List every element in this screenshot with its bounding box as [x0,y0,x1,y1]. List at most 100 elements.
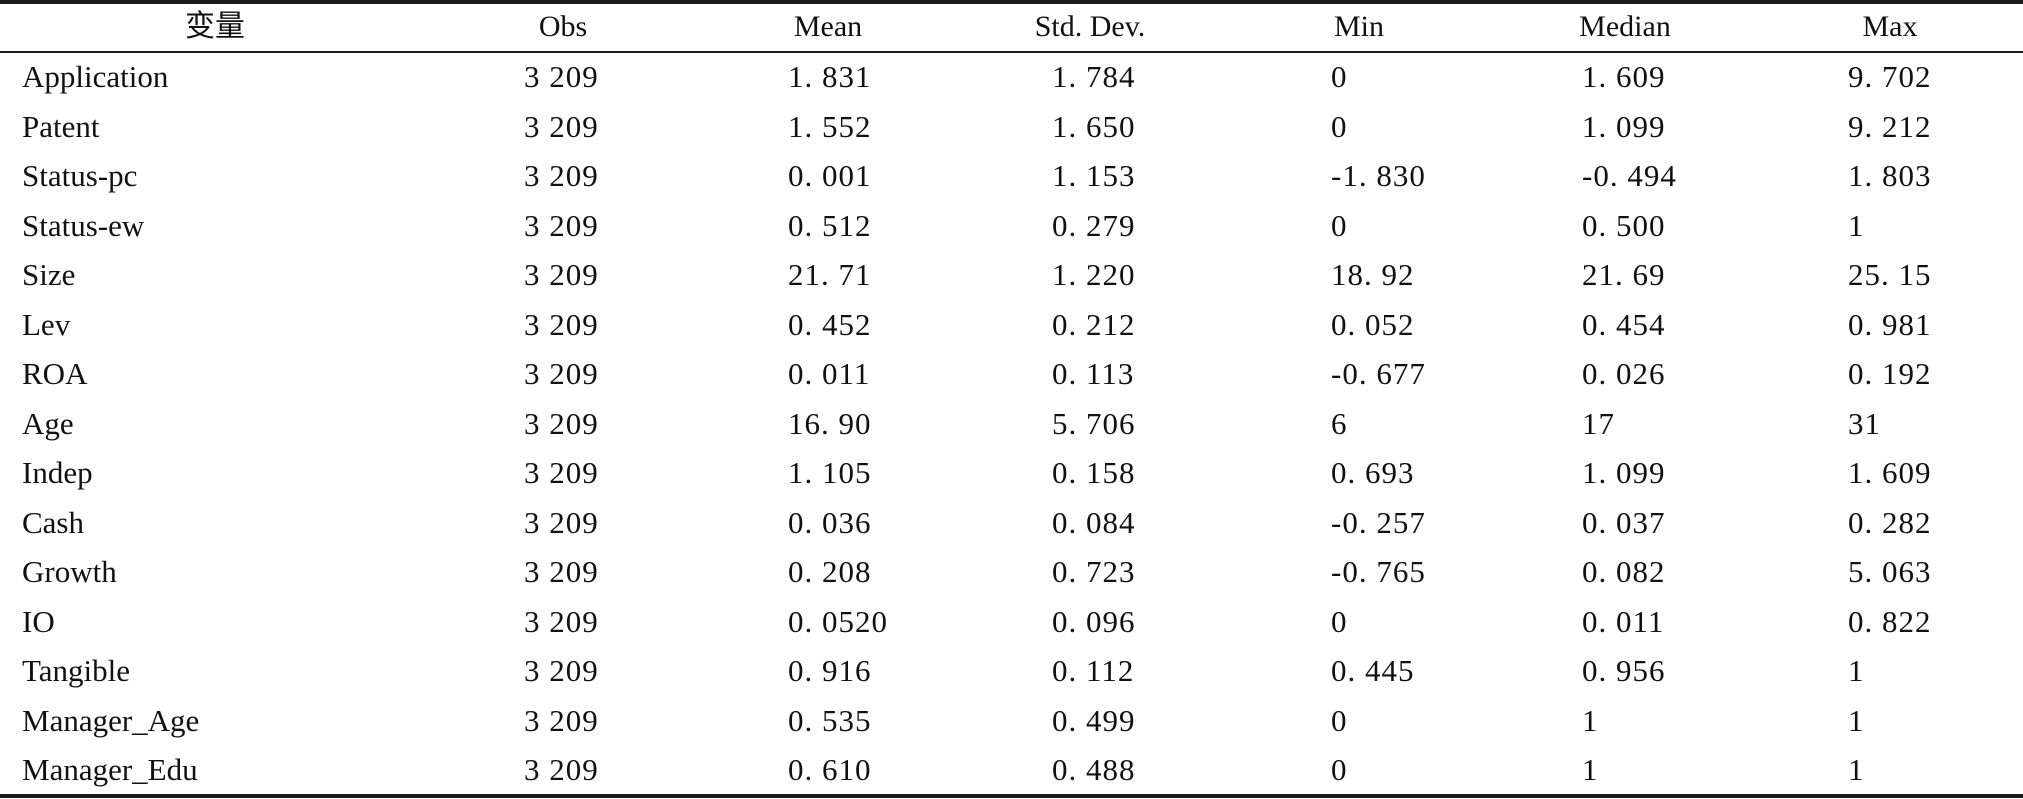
header-mean: Mean [793,10,863,43]
cell-obs: 3 209 [524,504,599,540]
table-row: Cash 3 209 0. 036 0. 084 -0. 257 0. 037 0. 282 [0,498,2023,548]
cell-variable: Patent [22,108,100,144]
cell-median: 1 [1582,752,1599,787]
cell-variable: Size [22,257,76,292]
cell-median: 21. 69 [1582,257,1666,292]
cell-max: 0. 822 [1848,603,1932,639]
cell-obs: 3 209 [524,702,599,738]
cell-obs: 3 209 [524,108,599,144]
cell-mean: 0. 535 [788,702,872,738]
cell-min: 0 [1331,603,1348,639]
header-row: 变量 Obs Mean Std. Dev. Min Median Max [0,3,2023,51]
cell-min: 0. 693 [1331,455,1415,490]
cell-max: 1 [1848,207,1865,243]
cell-obs: 3 209 [524,752,599,787]
table-row: Manager_Age 3 209 0. 535 0. 499 0 1 1 [0,696,2023,746]
cell-min: 0 [1331,59,1348,94]
cell-median: -0. 494 [1582,158,1677,193]
table-row: Manager_Edu 3 209 0. 610 0. 488 0 1 1 [0,745,2023,795]
cell-obs: 3 209 [524,306,599,342]
cell-obs: 3 209 [524,207,599,243]
cell-mean: 1. 105 [788,455,872,490]
cell-median: 0. 026 [1582,356,1666,391]
cell-median: 0. 082 [1582,554,1666,589]
cell-std-dev: 1. 153 [1052,158,1136,193]
cell-max: 1 [1848,653,1865,688]
table-row: Application 3 209 1. 831 1. 784 0 1. 609 9. 70… [0,52,2023,102]
cell-variable: Age [22,405,74,441]
cell-std-dev: 0. 279 [1052,207,1136,243]
table-row: Age 3 209 16. 90 5. 706 6 17 31 [0,399,2023,449]
cell-mean: 0. 610 [788,752,872,787]
cell-median: 0. 011 [1582,603,1665,639]
cell-mean: 0. 036 [788,504,872,540]
header-rule [0,51,2023,53]
cell-mean: 1. 831 [788,59,872,94]
cell-max: 1. 609 [1848,455,1932,490]
cell-min: 0. 445 [1331,653,1415,688]
table-row: Status-ew 3 209 0. 512 0. 279 0 0. 500 1 [0,201,2023,251]
cell-std-dev: 5. 706 [1052,405,1136,441]
cell-mean: 0. 208 [788,554,872,589]
cell-mean: 0. 011 [788,356,871,391]
header-obs: Obs [538,10,588,43]
table-row: Lev 3 209 0. 452 0. 212 0. 052 0. 454 0. 981 [0,300,2023,350]
cell-median: 0. 454 [1582,306,1666,342]
cell-min: 18. 92 [1331,257,1415,292]
cell-mean: 16. 90 [788,405,872,441]
cell-max: 0. 981 [1848,306,1932,342]
cell-min: 0 [1331,752,1348,787]
cell-std-dev: 0. 096 [1052,603,1136,639]
cell-obs: 3 209 [524,59,599,94]
cell-max: 9. 212 [1848,108,1932,144]
cell-variable: Application [22,59,169,94]
cell-mean: 0. 916 [788,653,872,688]
table-row: IO 3 209 0. 0520 0. 096 0 0. 011 0. 822 [0,597,2023,647]
cell-min: -0. 257 [1331,504,1426,540]
cell-mean: 0. 512 [788,207,872,243]
cell-std-dev: 0. 499 [1052,702,1136,738]
top-rule [0,0,2023,4]
cell-median: 1. 609 [1582,59,1666,94]
cell-max: 0. 282 [1848,504,1932,540]
cell-min: -0. 765 [1331,554,1426,589]
cell-std-dev: 0. 158 [1052,455,1136,490]
cell-max: 1 [1848,752,1865,787]
header-variable: 变量 [185,10,245,43]
cell-mean: 1. 552 [788,108,872,144]
table-row: Patent 3 209 1. 552 1. 650 0 1. 099 9. 212 [0,102,2023,152]
cell-mean: 0. 001 [788,158,872,193]
cell-median: 17 [1582,405,1615,441]
cell-std-dev: 0. 212 [1052,306,1136,342]
cell-obs: 3 209 [524,455,599,490]
cell-obs: 3 209 [524,158,599,193]
cell-mean: 0. 0520 [788,603,888,639]
table-row: Tangible 3 209 0. 916 0. 112 0. 445 0. 956 1 [0,646,2023,696]
header-std-dev: Std. Dev. [1034,10,1146,43]
table-row: Size 3 209 21. 71 1. 220 18. 92 21. 69 25. 15 [0,250,2023,300]
cell-variable: Growth [22,554,117,589]
cell-obs: 3 209 [524,603,599,639]
cell-std-dev: 0. 113 [1052,356,1135,391]
table-row: Indep 3 209 1. 105 0. 158 0. 693 1. 099 1. 609 [0,448,2023,498]
header-median: Median [1579,10,1671,43]
cell-median: 1. 099 [1582,108,1666,144]
cell-variable: IO [22,603,55,639]
cell-variable: Lev [22,306,71,342]
cell-variable: Indep [22,455,93,490]
cell-obs: 3 209 [524,653,599,688]
cell-variable: Tangible [22,653,131,688]
table-row: Status-pc 3 209 0. 001 1. 153 -1. 830 -0. 494… [0,151,2023,201]
cell-max: 0. 192 [1848,356,1932,391]
cell-median: 0. 956 [1582,653,1666,688]
cell-mean: 0. 452 [788,306,872,342]
cell-variable: Manager_Edu [22,752,198,787]
cell-min: 0 [1331,207,1348,243]
cell-std-dev: 1. 784 [1052,59,1136,94]
cell-obs: 3 209 [524,554,599,589]
cell-std-dev: 1. 650 [1052,108,1136,144]
cell-max: 31 [1848,405,1881,441]
cell-variable: Cash [22,504,84,540]
cell-variable: Status-ew [22,207,145,243]
cell-obs: 3 209 [524,405,599,441]
